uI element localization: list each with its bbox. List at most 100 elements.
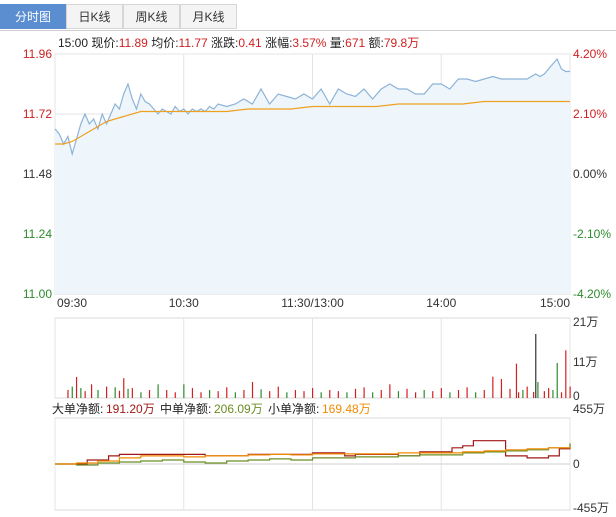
flow-legend-value: 206.09万 (214, 402, 263, 416)
pct-label: 涨幅: (265, 36, 293, 50)
pct-y-tick-label: 4.20% (573, 47, 607, 61)
vol-value: 671 (345, 36, 366, 50)
volume-bar (114, 387, 116, 398)
tab-monthly-k[interactable]: 月K线 (180, 4, 237, 29)
flow-legend-value: 191.20万 (106, 402, 155, 416)
tab-intraday[interactable]: 分时图 (0, 4, 66, 29)
volume-bar (556, 362, 558, 398)
volume-y-tick-label: 11万 (573, 355, 597, 369)
volume-bar (226, 387, 228, 398)
flow-legend-label: 大单净额: (52, 402, 103, 416)
volume-bar (131, 388, 133, 398)
volume-bar (457, 390, 460, 398)
volume-bar (492, 376, 494, 398)
price-y-tick-label: 11.24 (23, 227, 52, 241)
tab-divider (0, 30, 616, 31)
amount-label: 额: (368, 36, 384, 50)
avg-value: 11.77 (178, 36, 208, 50)
volume-bar (303, 391, 305, 398)
volume-bar (543, 391, 545, 398)
volume-bar (148, 390, 151, 398)
time-x-tick-label: 15:00 (540, 296, 570, 310)
volume-bar (354, 388, 357, 398)
volume-bar (552, 390, 554, 398)
volume-bar (406, 388, 408, 398)
amount-value: 79.8万 (383, 36, 420, 50)
volume-bar (565, 350, 567, 398)
price-line (54, 57, 570, 157)
volume-bar (90, 384, 93, 398)
price-y-tick-label: 11.96 (23, 47, 52, 61)
price-label: 现价: (91, 36, 119, 50)
volume-bar (200, 392, 202, 398)
volume-bar (123, 378, 125, 398)
volume-bar (363, 387, 365, 398)
pct-value: 3.57% (292, 36, 327, 50)
volume-bar (277, 386, 279, 398)
net-flow-line-2 (55, 446, 571, 465)
volume-bar (515, 363, 518, 398)
flow-y-tick-label: -455万 (573, 501, 609, 515)
volume-bar (118, 390, 121, 398)
tab-daily-k[interactable]: 日K线 (66, 4, 123, 29)
quote-time: 15:00 (58, 36, 89, 50)
volume-bar (522, 390, 524, 398)
volume-bar (157, 384, 159, 398)
volume-bar (127, 388, 129, 398)
tab-weekly-k[interactable]: 周K线 (123, 4, 180, 29)
volume-bar (312, 388, 314, 398)
volume-bar (560, 392, 563, 398)
net-flow-line-1 (55, 443, 571, 466)
flow-legend-value: 169.48万 (322, 402, 371, 416)
volume-y-tick-label: 0 (573, 389, 580, 403)
volume-bar (449, 392, 451, 398)
chart-tabs: 分时图 日K线 周K线 月K线 (0, 0, 616, 31)
volume-bar (415, 392, 417, 398)
vol-label: 量: (329, 36, 346, 50)
change-value: 0.41 (238, 36, 262, 50)
price-y-tick-label: 11.48 (23, 167, 52, 181)
volume-bar (166, 390, 168, 398)
volume-bar (475, 392, 477, 398)
volume-bar (80, 388, 82, 398)
volume-y-tick-label: 21万 (573, 315, 598, 329)
flow-y-tick-label: 455万 (573, 402, 605, 416)
volume-bar (548, 388, 550, 398)
volume-bar (380, 390, 382, 398)
volume-bar (500, 378, 503, 398)
volume-bar (209, 390, 211, 398)
volume-bar (483, 390, 485, 398)
volume-bar (440, 388, 442, 398)
pct-y-tick-label: -2.10% (573, 227, 611, 241)
volume-bar (251, 382, 254, 398)
price-value: 11.89 (118, 36, 148, 50)
volume-bar (346, 392, 348, 398)
time-x-tick-label: 09:30 (57, 296, 87, 310)
volume-bar (533, 391, 535, 398)
volume-bar (397, 391, 400, 398)
change-label: 涨跌: (211, 36, 239, 50)
volume-bar (423, 390, 425, 398)
volume-bar (191, 388, 194, 398)
volume-bar (67, 390, 69, 398)
quote-info-bar: 15:00 现价:11.89 均价:11.77 涨跌:0.41 涨幅:3.57%… (58, 34, 419, 51)
volume-bar (535, 334, 537, 398)
pct-y-tick-label: -4.20% (573, 287, 611, 301)
time-x-tick-label: 14:00 (426, 296, 456, 310)
volume-bar (432, 391, 434, 398)
flow-legend-label: 小单净额: (268, 402, 319, 416)
flow-legend-label: 中单净额: (160, 401, 211, 416)
pct-y-tick-label: 0.00% (573, 167, 607, 181)
volume-bar (174, 392, 176, 398)
pct-y-tick-label: 2.10% (573, 107, 607, 121)
price-y-tick-label: 11.72 (23, 107, 52, 121)
volume-bar (260, 389, 262, 398)
volume-bar (569, 386, 571, 398)
volume-bar (337, 391, 339, 398)
volume-bar (84, 391, 86, 398)
volume-bar (372, 392, 374, 398)
avg-price-line (55, 100, 570, 145)
volume-bar (269, 391, 271, 398)
volume-bar (140, 392, 142, 398)
